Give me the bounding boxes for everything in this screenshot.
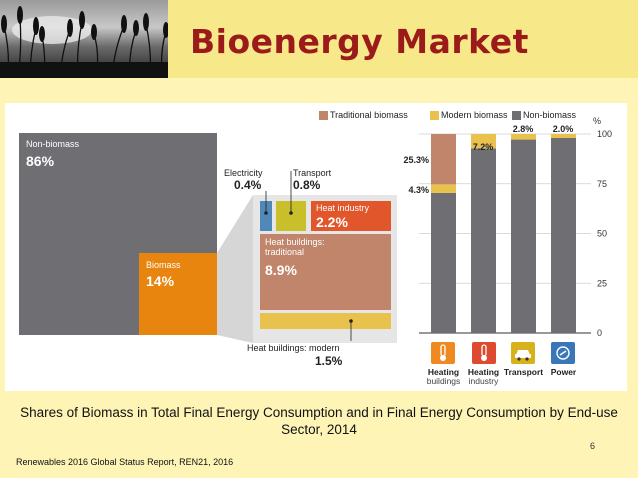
callout-lines [264,171,353,341]
heating-industry-icon [472,342,496,364]
y-tick-label: 0 [597,328,602,338]
data-label: 25.3% [403,155,429,165]
heat-industry-value: 2.2% [316,214,348,230]
legend-label-non-biomass: Non-biomass [523,110,577,120]
bar-segment [471,134,496,149]
y-tick-label: 25 [597,278,607,288]
x-category-label: Power [551,367,577,377]
slide-title: Bioenergy Market [190,22,529,61]
data-label: 2.0% [553,124,574,134]
bar-segment [551,137,576,333]
transport-value: 0.8% [293,178,321,192]
figure-caption: Shares of Biomass in Total Final Energy … [20,405,618,437]
legend-label-modern: Modern biomass [441,110,508,120]
data-label: 4.3% [408,185,429,195]
non-biomass-label: Non-biomass [26,139,80,149]
legend-swatch-modern [430,111,439,120]
electricity-label: Electricity [224,168,263,178]
y-tick-label: 75 [597,179,607,189]
electricity-block [260,201,272,231]
heat-industry-label: Heat industry [316,203,370,213]
source-citation: Renewables 2016 Global Status Report, RE… [16,457,234,467]
bar-segment [511,139,536,333]
y-tick-label: 50 [597,229,607,239]
bar-segment [551,134,576,138]
y-unit-label: % [593,116,601,126]
x-category-sublabel: industry [469,376,500,386]
bar-segment [511,134,536,140]
legend-label-traditional: Traditional biomass [330,110,408,120]
bioenergy-figure: Non-biomass 86% Biomass 14% Heat industr… [5,103,627,391]
transport-label: Transport [293,168,332,178]
heat-buildings-traditional-value: 8.9% [265,262,297,278]
bar-segment [431,184,456,193]
slide-header: Bioenergy Market [0,0,638,78]
heat-buildings-modern-label: Heat buildings: modern [247,343,340,353]
page-number: 6 [590,441,596,451]
x-category-label: Heating [428,367,459,377]
data-label: 2.8% [513,124,534,134]
zoom-connector [217,195,253,343]
chart-legend: Traditional biomass Modern biomass Non-b… [319,109,619,123]
power-icon [551,342,575,364]
transport-car-icon [511,342,535,364]
biomass-block [139,253,217,335]
non-biomass-value: 86% [26,153,55,169]
heat-buildings-modern-block [260,313,391,329]
x-category-sublabel: buildings [427,376,461,386]
x-category-label: Heating [468,367,499,377]
heat-industry-block [311,201,391,231]
data-label: 7.2% [473,142,494,152]
electricity-value: 0.4% [234,178,262,192]
bar-segment [431,134,456,185]
sector-stacked-bar-chart: 0255075100%HeatingbuildingsHeatingindust… [403,116,612,386]
heating-buildings-icon [431,342,455,364]
legend-swatch-non-biomass [512,111,521,120]
heat-buildings-traditional-label: Heat buildings: traditional [265,237,325,257]
wheat-field-photo [0,0,168,78]
y-tick-label: 100 [597,129,612,139]
bar-segment [431,192,456,333]
legend-swatch-traditional [319,111,328,120]
biomass-label: Biomass [146,260,181,270]
bar-segment [471,148,496,333]
x-category-label: Transport [504,367,543,377]
heat-buildings-modern-value: 1.5% [315,354,343,368]
heat-buildings-traditional-block [260,234,391,310]
biomass-value: 14% [146,273,175,289]
